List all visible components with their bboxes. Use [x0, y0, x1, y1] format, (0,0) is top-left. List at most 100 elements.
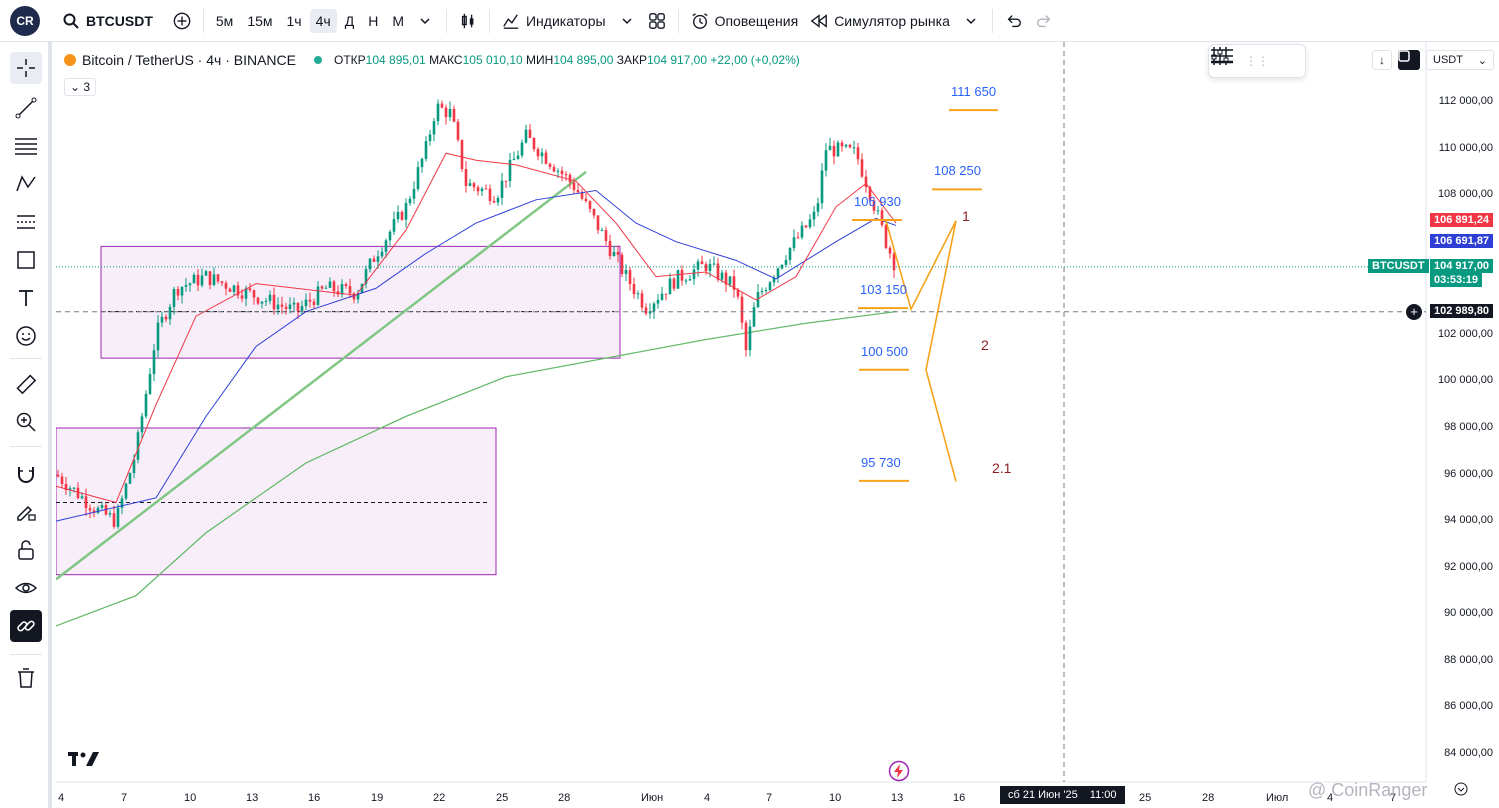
candle-body [296, 302, 300, 311]
candle-body [884, 224, 888, 248]
interval-5[interactable]: Н [368, 12, 379, 29]
lock-tool[interactable] [10, 534, 42, 566]
shapes-tool[interactable] [10, 244, 42, 276]
alerts-button[interactable]: Оповещения [685, 8, 805, 34]
candle-body [396, 211, 400, 220]
candle-body [340, 284, 344, 295]
price-axis-label: 112 000,00 [1438, 95, 1493, 107]
candle-body [440, 103, 444, 108]
date-axis-label: 16 [308, 792, 321, 804]
candle-body [60, 476, 64, 484]
candle-body [408, 198, 412, 204]
candle-body [432, 121, 436, 135]
candle-body [228, 288, 232, 292]
candle-body [760, 291, 764, 293]
compare-button[interactable] [167, 8, 197, 34]
candles-icon [461, 13, 474, 28]
candle-body [632, 284, 636, 295]
line-style-icon[interactable] [1209, 45, 1235, 67]
candle-body [364, 269, 368, 284]
candle-body [164, 316, 168, 320]
drawing-mode-tool[interactable] [10, 496, 42, 528]
chart-area[interactable]: Bitcoin / TetherUS · 4ч · BINANCE ОТКР10… [56, 42, 1499, 808]
interval-2[interactable]: 1ч [286, 12, 302, 29]
alerts-label: Оповещения [714, 12, 799, 29]
candle-body [484, 188, 488, 190]
candle-body [716, 263, 720, 280]
interval-3[interactable]: 4ч [309, 8, 337, 33]
avatar[interactable]: CR [10, 5, 40, 36]
divider [10, 446, 42, 447]
magnet-tool[interactable] [10, 458, 42, 490]
emoji-tool[interactable] [10, 320, 42, 352]
delete-tool[interactable] [10, 662, 42, 694]
redo-button[interactable] [1029, 8, 1059, 34]
candle-body [520, 142, 524, 156]
alarm-clock-icon [692, 12, 708, 29]
forecast-tool[interactable] [10, 206, 42, 238]
redo-icon [1036, 14, 1051, 27]
candle-body [840, 142, 844, 147]
drag-handle-icon[interactable]: ⋮⋮ [1245, 54, 1269, 68]
candle-body [168, 306, 172, 320]
candle-body [504, 180, 508, 182]
candle-body [756, 292, 760, 308]
candle-body [652, 303, 656, 312]
candle-body [596, 215, 600, 231]
drawing-toolbar [0, 42, 52, 808]
templates-button[interactable] [642, 8, 672, 34]
undo-button[interactable] [999, 8, 1029, 34]
symbol-label: BTCUSDT [86, 12, 153, 29]
indicators-dropdown[interactable] [612, 8, 642, 34]
zoom-tool[interactable] [10, 406, 42, 438]
candle-body [344, 284, 348, 287]
candle-body [564, 174, 568, 176]
smiley-icon [16, 326, 36, 346]
trendline-tool[interactable] [10, 92, 42, 124]
indicators-button[interactable]: Индикаторы [496, 8, 612, 34]
replay-dropdown[interactable] [956, 8, 986, 34]
replay-button[interactable]: Симулятор рынка [804, 8, 956, 34]
interval-1[interactable]: 15м [247, 12, 273, 29]
scale-toggle-button[interactable]: ↓ [1372, 50, 1392, 70]
text-tool[interactable] [10, 282, 42, 314]
interval-4[interactable]: Д [344, 12, 355, 29]
date-axis-label: 10 [184, 792, 197, 804]
price-chart[interactable] [56, 42, 1499, 808]
add-alert-icon[interactable]: + [1406, 303, 1422, 320]
indicators-toggle[interactable]: ⌄ 3 [64, 78, 97, 96]
candle-body [136, 432, 140, 460]
chart-type-button[interactable] [453, 8, 483, 34]
pencil-lock-icon [17, 505, 36, 521]
candle-body [64, 483, 68, 491]
wave-label: 2 [981, 336, 989, 353]
pattern-tool[interactable] [10, 168, 42, 200]
candle-body [536, 149, 540, 157]
candle-body [876, 210, 880, 212]
crosshair-tool[interactable] [10, 52, 42, 84]
last-price-tag: 104 917,00 [1430, 258, 1494, 273]
visibility-tool[interactable] [10, 572, 42, 604]
interval-6[interactable]: М [392, 12, 404, 29]
auto-scale-button[interactable] [1398, 50, 1420, 70]
ruler-tool[interactable] [10, 368, 42, 400]
interval-0[interactable]: 5м [215, 12, 234, 29]
candle-body [492, 200, 496, 203]
floating-drawing-panel: ⋮⋮ [1208, 44, 1306, 78]
sync-drawings-tool[interactable] [10, 610, 42, 642]
target-level-label: 95 730 [861, 454, 901, 470]
legend-title[interactable]: Bitcoin / TetherUS · 4ч · BINANCE [82, 52, 296, 68]
interval-dropdown[interactable] [410, 8, 440, 34]
fib-tool[interactable] [10, 130, 42, 162]
candle-body [368, 258, 372, 270]
ohlc-values: ОТКР104 895,01 МАКС105 010,10 МИН104 895… [334, 53, 800, 67]
status-dot-icon [314, 56, 322, 64]
candle-body [260, 301, 264, 304]
price-axis-label: 86 000,00 [1444, 700, 1493, 713]
candle-body [56, 474, 60, 477]
wave-projection [885, 220, 957, 482]
candle-body [792, 237, 796, 248]
symbol-search[interactable]: BTCUSDT [62, 12, 153, 30]
currency-select[interactable]: USDT ⌄ [1426, 50, 1494, 70]
price-axis-label: 92 000,00 [1444, 560, 1493, 573]
